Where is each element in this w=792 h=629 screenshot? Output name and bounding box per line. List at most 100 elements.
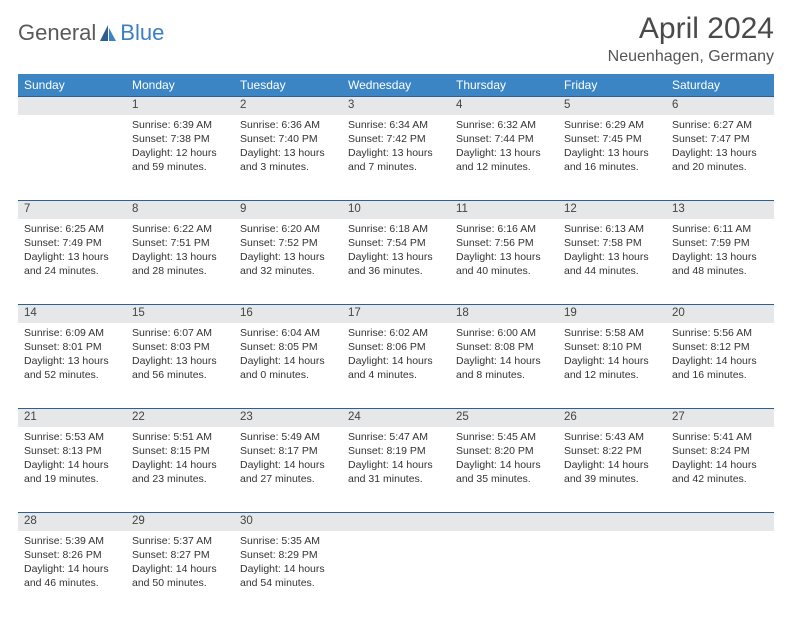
day-content-cell xyxy=(666,531,774,617)
day-info-line: Sunrise: 5:49 AM xyxy=(240,430,336,444)
day-content-cell: Sunrise: 6:07 AMSunset: 8:03 PMDaylight:… xyxy=(126,323,234,409)
day-info-line: and 4 minutes. xyxy=(348,368,444,382)
day-info-line: Sunrise: 5:56 AM xyxy=(672,326,768,340)
daynum-row: 282930 xyxy=(18,513,774,531)
day-number-cell xyxy=(558,513,666,531)
logo-text-blue: Blue xyxy=(120,20,164,46)
day-info-line: Sunrise: 6:25 AM xyxy=(24,222,120,236)
day-info-line: and 39 minutes. xyxy=(564,472,660,486)
day-info-line: Sunset: 8:22 PM xyxy=(564,444,660,458)
day-info-line: Daylight: 13 hours xyxy=(672,250,768,264)
day-info-line: Daylight: 14 hours xyxy=(564,354,660,368)
day-content-cell: Sunrise: 5:56 AMSunset: 8:12 PMDaylight:… xyxy=(666,323,774,409)
day-info-line: and 12 minutes. xyxy=(564,368,660,382)
day-number-cell xyxy=(450,513,558,531)
day-number-cell: 23 xyxy=(234,409,342,427)
day-info-line: and 54 minutes. xyxy=(240,576,336,590)
day-info-line: Sunset: 7:52 PM xyxy=(240,236,336,250)
day-content-cell: Sunrise: 5:37 AMSunset: 8:27 PMDaylight:… xyxy=(126,531,234,617)
day-info-line: Sunrise: 6:02 AM xyxy=(348,326,444,340)
day-info-line: Sunrise: 6:27 AM xyxy=(672,118,768,132)
content-row: Sunrise: 6:09 AMSunset: 8:01 PM Daylight:… xyxy=(18,323,774,409)
day-info-line: Sunrise: 6:39 AM xyxy=(132,118,228,132)
day-info-line: Sunrise: 6:16 AM xyxy=(456,222,552,236)
weekday-header: Thursday xyxy=(450,74,558,97)
day-info-line: Daylight: 14 hours xyxy=(240,562,336,576)
day-info-line: Sunrise: 6:32 AM xyxy=(456,118,552,132)
day-info-line: Daylight: 13 hours xyxy=(456,146,552,160)
day-info-line: and 12 minutes. xyxy=(456,160,552,174)
day-info-line: Sunset: 7:47 PM xyxy=(672,132,768,146)
day-number-cell: 11 xyxy=(450,201,558,219)
content-row: Sunrise: 6:25 AMSunset: 7:49 PMDaylight:… xyxy=(18,219,774,305)
day-info-line: and 32 minutes. xyxy=(240,264,336,278)
weekday-header: Saturday xyxy=(666,74,774,97)
weekday-header: Tuesday xyxy=(234,74,342,97)
day-info-line: Sunrise: 6:13 AM xyxy=(564,222,660,236)
weekday-header-row: Sunday Monday Tuesday Wednesday Thursday… xyxy=(18,74,774,97)
day-info-line: Sunrise: 6:29 AM xyxy=(564,118,660,132)
day-content-cell: Sunrise: 5:41 AMSunset: 8:24 PMDaylight:… xyxy=(666,427,774,513)
day-number-cell: 19 xyxy=(558,305,666,323)
day-number-cell: 30 xyxy=(234,513,342,531)
header: General Blue April 2024 Neuenhagen, Germ… xyxy=(18,12,774,66)
day-info-line: Sunset: 8:29 PM xyxy=(240,548,336,562)
day-content-cell: Sunrise: 5:49 AMSunset: 8:17 PMDaylight:… xyxy=(234,427,342,513)
page-title: April 2024 xyxy=(608,12,774,46)
day-content-cell: Sunrise: 6:22 AMSunset: 7:51 PMDaylight:… xyxy=(126,219,234,305)
day-info-line: Daylight: 14 hours xyxy=(132,458,228,472)
day-info-line: Sunset: 8:15 PM xyxy=(132,444,228,458)
day-info-line: and 56 minutes. xyxy=(132,368,228,382)
day-info-line: Daylight: 14 hours xyxy=(348,458,444,472)
logo: General Blue xyxy=(18,20,164,46)
day-info-line: and 3 minutes. xyxy=(240,160,336,174)
day-number-cell: 12 xyxy=(558,201,666,219)
daynum-row: 21222324252627 xyxy=(18,409,774,427)
day-info-line: Sunset: 8:20 PM xyxy=(456,444,552,458)
day-info-line: Daylight: 13 hours xyxy=(24,250,120,264)
day-info-line: Daylight: 14 hours xyxy=(240,458,336,472)
day-info-line: Sunset: 8:24 PM xyxy=(672,444,768,458)
day-info-line: Daylight: 14 hours xyxy=(24,562,120,576)
day-info-line: Sunrise: 6:11 AM xyxy=(672,222,768,236)
day-content-cell: Sunrise: 6:13 AMSunset: 7:58 PMDaylight:… xyxy=(558,219,666,305)
day-info-line: Sunrise: 5:35 AM xyxy=(240,534,336,548)
day-content-cell: Sunrise: 5:51 AMSunset: 8:15 PMDaylight:… xyxy=(126,427,234,513)
day-number-cell: 2 xyxy=(234,97,342,115)
day-info-line: Sunset: 8:26 PM xyxy=(24,548,120,562)
day-info-line: Sunset: 8:01 PM xyxy=(24,340,120,354)
day-number-cell: 29 xyxy=(126,513,234,531)
day-info-line: Sunset: 8:03 PM xyxy=(132,340,228,354)
day-info-line: and 24 minutes. xyxy=(24,264,120,278)
day-info-line: Sunset: 7:58 PM xyxy=(564,236,660,250)
daynum-row: 123456 xyxy=(18,97,774,115)
day-content-cell: Sunrise: 5:35 AMSunset: 8:29 PMDaylight:… xyxy=(234,531,342,617)
day-info-line: Sunrise: 6:07 AM xyxy=(132,326,228,340)
day-info-line: Daylight: 14 hours xyxy=(132,562,228,576)
day-info-line: and 52 minutes. xyxy=(24,368,120,382)
day-content-cell: Sunrise: 5:39 AMSunset: 8:26 PMDaylight:… xyxy=(18,531,126,617)
day-info-line: Sunset: 8:19 PM xyxy=(348,444,444,458)
day-number-cell: 16 xyxy=(234,305,342,323)
weekday-header: Wednesday xyxy=(342,74,450,97)
day-content-cell: Sunrise: 6:18 AMSunset: 7:54 PMDaylight:… xyxy=(342,219,450,305)
day-info-line: and 7 minutes. xyxy=(348,160,444,174)
day-content-cell: Sunrise: 5:43 AMSunset: 8:22 PMDaylight:… xyxy=(558,427,666,513)
day-info-line: and 28 minutes. xyxy=(132,264,228,278)
day-content-cell: Sunrise: 6:09 AMSunset: 8:01 PMDaylight:… xyxy=(18,323,126,409)
day-content-cell xyxy=(450,531,558,617)
day-info-line: Sunrise: 5:53 AM xyxy=(24,430,120,444)
day-number-cell: 21 xyxy=(18,409,126,427)
day-number-cell xyxy=(18,97,126,115)
day-info-line: Sunset: 8:17 PM xyxy=(240,444,336,458)
day-content-cell: Sunrise: 5:47 AMSunset: 8:19 PMDaylight:… xyxy=(342,427,450,513)
weekday-header: Friday xyxy=(558,74,666,97)
day-content-cell: Sunrise: 6:16 AMSunset: 7:56 PMDaylight:… xyxy=(450,219,558,305)
day-content-cell: Sunrise: 6:29 AMSunset: 7:45 PMDaylight:… xyxy=(558,115,666,201)
title-block: April 2024 Neuenhagen, Germany xyxy=(608,12,774,66)
day-number-cell: 14 xyxy=(18,305,126,323)
day-content-cell: Sunrise: 6:02 AMSunset: 8:06 PMDaylight:… xyxy=(342,323,450,409)
day-info-line: and 16 minutes. xyxy=(564,160,660,174)
day-info-line: Sunrise: 6:09 AM xyxy=(24,326,120,340)
logo-sail-icon xyxy=(98,23,118,43)
